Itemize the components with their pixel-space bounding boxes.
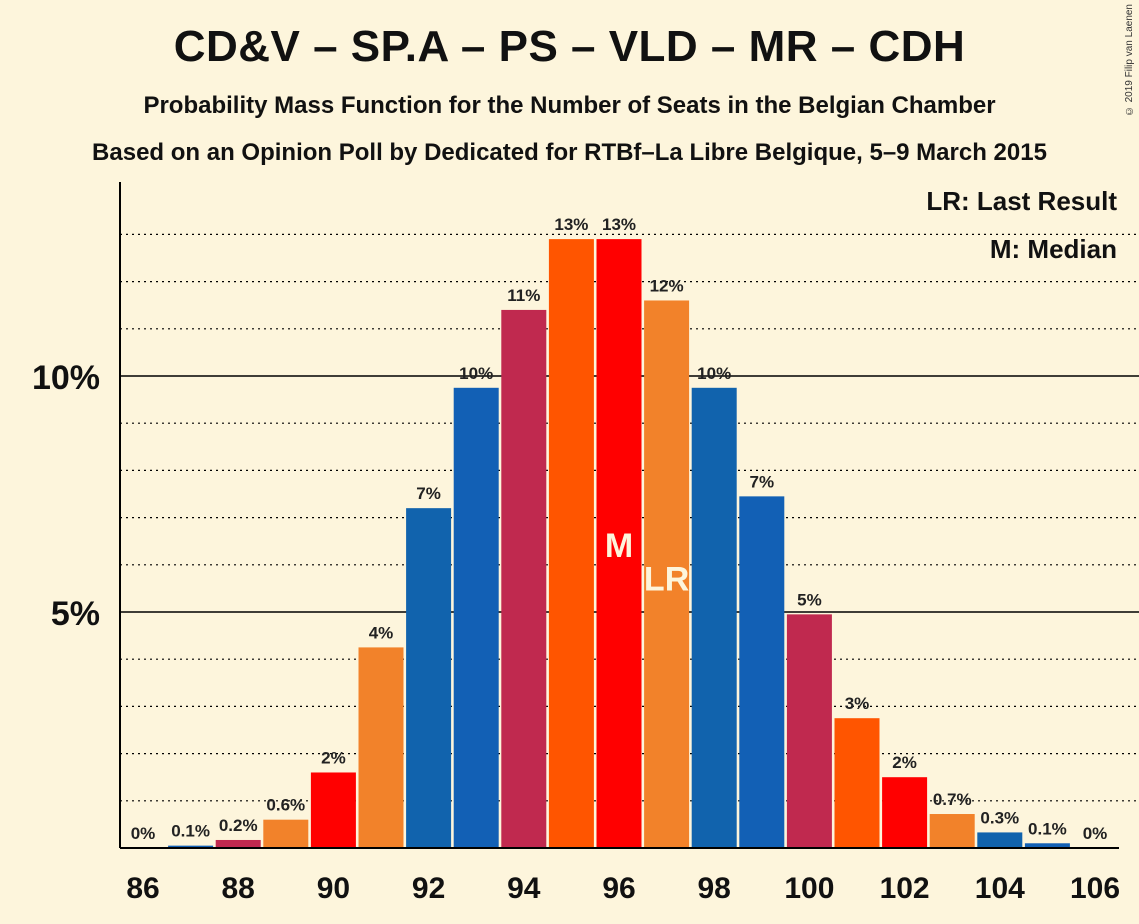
bar-99: [739, 496, 785, 848]
chart-title: CD&V – SP.A – PS – VLD – MR – CDH: [173, 22, 966, 71]
bar-101: [834, 718, 880, 848]
bar-label-94: 11%: [507, 286, 540, 305]
bar-103: [929, 814, 975, 848]
bar-87: [168, 845, 214, 848]
bar-102: [882, 777, 928, 848]
bar-label-101: 3%: [845, 694, 870, 713]
bar-label-88: 0.2%: [219, 816, 258, 835]
x-tick-label: 106: [1070, 872, 1120, 905]
last-result-marker: LR: [644, 560, 689, 598]
bars: [168, 239, 1070, 849]
markers: M LR: [605, 527, 689, 598]
bar-97: [644, 300, 690, 849]
bar-96: [596, 239, 642, 848]
bar-label-99: 7%: [750, 472, 775, 491]
chart-subtitle: Probability Mass Function for the Number…: [143, 92, 996, 119]
bar-label-89: 0.6%: [266, 796, 305, 815]
bar-98: [691, 387, 737, 848]
x-tick-label: 86: [126, 872, 159, 905]
y-tick-label: 10%: [32, 359, 100, 397]
x-tick-label: 98: [698, 872, 731, 905]
bar-label-97: 12%: [650, 276, 684, 295]
bar-100: [786, 614, 832, 848]
x-tick-label: 100: [784, 872, 834, 905]
axes: 5% 10% 86 88 90 92 94 96 98 100 102 104 106: [32, 182, 1120, 905]
x-tick-label: 94: [507, 872, 541, 905]
bar-105: [1024, 843, 1070, 848]
x-tick-label: 104: [975, 872, 1025, 905]
bar-93: [453, 387, 499, 848]
gridlines: [120, 233, 1139, 802]
bar-88: [215, 839, 261, 848]
bar-label-106: 0%: [1083, 824, 1108, 843]
bar-91: [358, 647, 404, 848]
bar-label-103: 0.7%: [933, 790, 972, 809]
bar-label-96: 13%: [602, 215, 636, 234]
bar-label-87: 0.1%: [171, 822, 210, 841]
x-tick-label: 90: [317, 872, 350, 905]
bar-label-93: 10%: [459, 364, 493, 383]
bar-label-86: 0%: [131, 824, 156, 843]
bar-label-90: 2%: [321, 748, 346, 767]
bar-label-92: 7%: [416, 484, 441, 503]
bar-95: [548, 239, 594, 848]
bar-label-102: 2%: [892, 753, 917, 772]
median-marker: M: [605, 527, 633, 565]
bar-94: [501, 309, 547, 848]
x-tick-label: 88: [222, 872, 255, 905]
bar-label-98: 10%: [697, 364, 731, 383]
bar-label-91: 4%: [369, 623, 394, 642]
legend-last-result: LR: Last Result: [926, 186, 1117, 216]
bar-89: [263, 819, 309, 848]
bar-label-100: 5%: [797, 590, 822, 609]
bar-label-95: 13%: [554, 215, 588, 234]
legend-median: M: Median: [989, 234, 1117, 264]
bar-90: [310, 772, 356, 848]
y-tick-label: 5%: [51, 595, 100, 633]
x-tick-label: 102: [880, 872, 930, 905]
chart-subtitle-source: Based on an Opinion Poll by Dedicated fo…: [92, 139, 1047, 166]
bar-104: [977, 832, 1023, 848]
bar-label-104: 0.3%: [980, 808, 1019, 827]
bar-label-105: 0.1%: [1028, 819, 1067, 838]
x-tick-label: 92: [412, 872, 445, 905]
bar-labels: 0% 0.1% 0.2% 0.6% 2% 4% 7% 10% 11% 13% 13% 12% 10% 7%…: [131, 215, 1108, 843]
bar-92: [406, 508, 452, 848]
x-tick-label: 96: [602, 872, 635, 905]
